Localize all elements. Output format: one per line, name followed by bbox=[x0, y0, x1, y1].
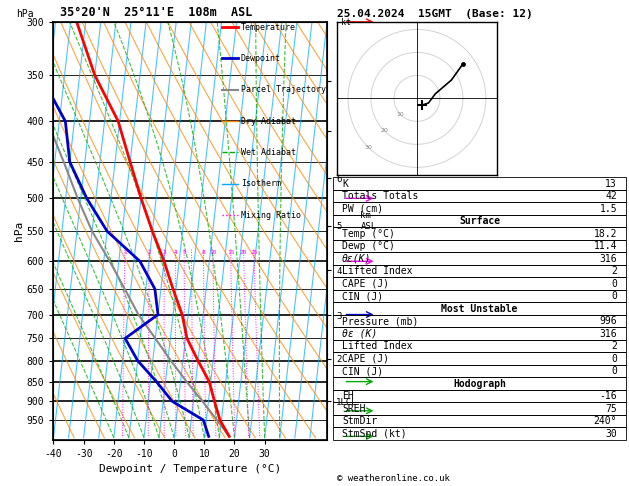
Bar bbox=[333, 202, 626, 215]
Text: 0: 0 bbox=[611, 278, 617, 289]
Text: 2: 2 bbox=[611, 341, 617, 351]
Bar bbox=[333, 240, 626, 252]
Text: hPa: hPa bbox=[16, 9, 33, 19]
Text: 25: 25 bbox=[250, 250, 258, 255]
Text: kt: kt bbox=[341, 18, 351, 27]
Text: 0: 0 bbox=[611, 366, 617, 376]
Text: 15: 15 bbox=[227, 250, 235, 255]
Text: Hodograph: Hodograph bbox=[453, 379, 506, 389]
Text: Isotherm: Isotherm bbox=[241, 179, 281, 189]
Bar bbox=[333, 278, 626, 290]
Text: 20: 20 bbox=[381, 128, 388, 134]
Text: Mixing Ratio: Mixing Ratio bbox=[241, 210, 301, 220]
Bar bbox=[333, 177, 626, 190]
Text: EH: EH bbox=[342, 391, 354, 401]
Text: 5: 5 bbox=[182, 250, 186, 255]
Text: StmDir: StmDir bbox=[342, 416, 377, 426]
Text: θε (K): θε (K) bbox=[342, 329, 377, 339]
Y-axis label: hPa: hPa bbox=[14, 221, 24, 241]
Bar bbox=[333, 328, 626, 340]
Text: 316: 316 bbox=[599, 254, 617, 263]
Bar bbox=[333, 227, 626, 240]
Bar bbox=[333, 415, 626, 427]
Text: 75: 75 bbox=[605, 403, 617, 414]
Text: 8: 8 bbox=[201, 250, 205, 255]
Text: 2: 2 bbox=[611, 266, 617, 276]
Bar bbox=[333, 427, 626, 440]
Text: Dry Adiabat: Dry Adiabat bbox=[241, 117, 296, 126]
Bar bbox=[333, 302, 626, 315]
Text: Temperature: Temperature bbox=[241, 22, 296, 32]
Text: Temp (°C): Temp (°C) bbox=[342, 228, 395, 239]
Text: K: K bbox=[342, 179, 348, 189]
Text: -16: -16 bbox=[599, 391, 617, 401]
Text: CIN (J): CIN (J) bbox=[342, 366, 383, 376]
Text: 1.5: 1.5 bbox=[599, 204, 617, 214]
Text: 25.04.2024  15GMT  (Base: 12): 25.04.2024 15GMT (Base: 12) bbox=[337, 9, 532, 19]
Text: 0: 0 bbox=[611, 291, 617, 301]
Text: Dewp (°C): Dewp (°C) bbox=[342, 241, 395, 251]
Bar bbox=[333, 265, 626, 278]
Text: Lifted Index: Lifted Index bbox=[342, 341, 413, 351]
Text: 316: 316 bbox=[599, 329, 617, 339]
Text: Most Unstable: Most Unstable bbox=[442, 304, 518, 313]
Text: 42: 42 bbox=[605, 191, 617, 201]
Bar bbox=[333, 402, 626, 415]
Bar bbox=[333, 377, 626, 390]
Text: 30: 30 bbox=[605, 429, 617, 438]
Text: θε(K): θε(K) bbox=[342, 254, 372, 263]
Bar bbox=[333, 352, 626, 365]
Text: 11.4: 11.4 bbox=[594, 241, 617, 251]
Text: © weatheronline.co.uk: © weatheronline.co.uk bbox=[337, 474, 449, 483]
Text: 35°20'N  25°11'E  108m  ASL: 35°20'N 25°11'E 108m ASL bbox=[60, 6, 252, 19]
Bar bbox=[333, 215, 626, 227]
Text: 10: 10 bbox=[397, 112, 404, 117]
Bar bbox=[333, 390, 626, 402]
Text: 3: 3 bbox=[162, 250, 166, 255]
Text: 20: 20 bbox=[240, 250, 247, 255]
Bar bbox=[333, 340, 626, 352]
Text: Lifted Index: Lifted Index bbox=[342, 266, 413, 276]
Text: 0: 0 bbox=[611, 354, 617, 364]
Text: 1: 1 bbox=[123, 250, 126, 255]
Text: Surface: Surface bbox=[459, 216, 500, 226]
Bar bbox=[333, 315, 626, 328]
Y-axis label: km
ASL: km ASL bbox=[360, 211, 377, 231]
Text: Pressure (mb): Pressure (mb) bbox=[342, 316, 418, 326]
Bar bbox=[333, 365, 626, 377]
Text: 240°: 240° bbox=[594, 416, 617, 426]
Bar bbox=[333, 290, 626, 302]
Text: 18.2: 18.2 bbox=[594, 228, 617, 239]
Text: Wet Adiabat: Wet Adiabat bbox=[241, 148, 296, 157]
Text: 2: 2 bbox=[147, 250, 151, 255]
Bar bbox=[333, 190, 626, 202]
X-axis label: Dewpoint / Temperature (°C): Dewpoint / Temperature (°C) bbox=[99, 465, 281, 474]
Text: 4: 4 bbox=[174, 250, 177, 255]
Text: CIN (J): CIN (J) bbox=[342, 291, 383, 301]
Text: StmSpd (kt): StmSpd (kt) bbox=[342, 429, 407, 438]
Text: Parcel Trajectory: Parcel Trajectory bbox=[241, 85, 326, 94]
Text: Totals Totals: Totals Totals bbox=[342, 191, 418, 201]
Bar bbox=[333, 252, 626, 265]
Text: SREH: SREH bbox=[342, 403, 365, 414]
Text: 996: 996 bbox=[599, 316, 617, 326]
Text: Dewpoint: Dewpoint bbox=[241, 54, 281, 63]
Text: 13: 13 bbox=[605, 179, 617, 189]
Text: CAPE (J): CAPE (J) bbox=[342, 278, 389, 289]
Text: CAPE (J): CAPE (J) bbox=[342, 354, 389, 364]
Text: 30: 30 bbox=[364, 145, 372, 150]
Text: 10: 10 bbox=[209, 250, 216, 255]
Text: PW (cm): PW (cm) bbox=[342, 204, 383, 214]
